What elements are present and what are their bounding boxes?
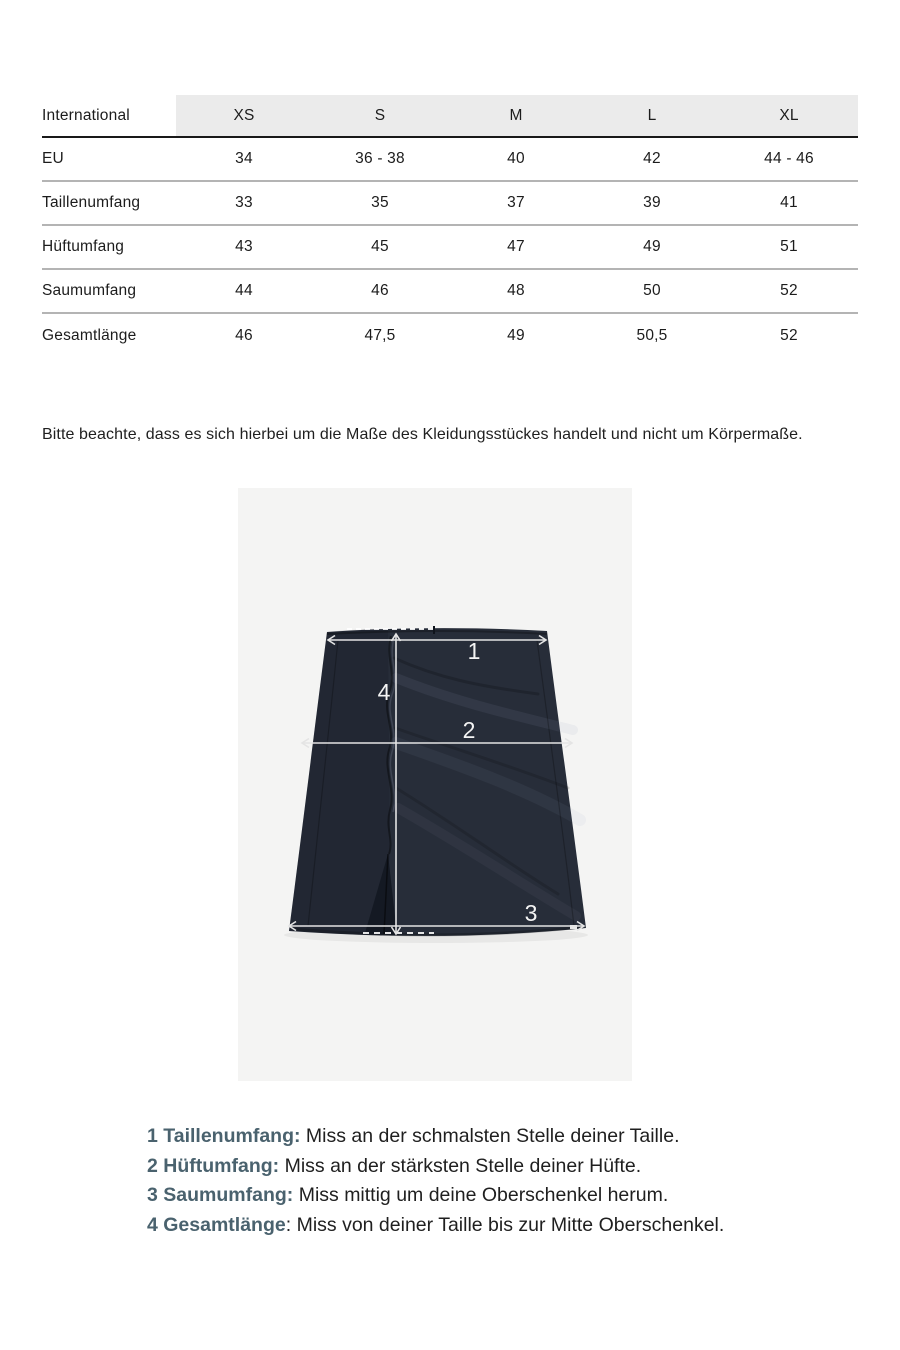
size-value: 44 - 46 bbox=[764, 150, 814, 167]
size-value: 50,5 bbox=[636, 326, 668, 344]
length-measure-label: 4 bbox=[378, 679, 391, 705]
size-value: 44 bbox=[235, 282, 253, 299]
table-header-row: International XS S M L XL bbox=[42, 95, 858, 137]
hem-measure-label: 3 bbox=[525, 900, 538, 926]
legend-description: Miss an der stärksten Stelle deiner Hüft… bbox=[279, 1154, 642, 1177]
size-value: 47,5 bbox=[364, 326, 396, 344]
column-header-size-m: M bbox=[448, 95, 584, 137]
legend-item-gesamtlaenge: 4 Gesamtlänge: Miss von deiner Taille bi… bbox=[147, 1211, 867, 1241]
legend-description: Miss mittig um deine Oberschenkel herum. bbox=[293, 1184, 669, 1206]
skirt-left-panel bbox=[289, 629, 390, 935]
size-value: 37 bbox=[507, 194, 525, 211]
row-label: EU bbox=[42, 150, 64, 167]
legend-item-hueftumfang: 2 Hüftumfang: Miss an der stärksten Stel… bbox=[147, 1152, 867, 1182]
row-label: Taillenumfang bbox=[42, 194, 141, 211]
brand-tag bbox=[570, 925, 577, 929]
legend-term: 2 Hüftumfang: bbox=[147, 1154, 280, 1177]
row-label: Hüftumfang bbox=[42, 238, 125, 255]
hip-measure-label: 2 bbox=[463, 717, 476, 743]
size-value: 49 bbox=[643, 238, 661, 255]
size-value: 50 bbox=[643, 282, 661, 299]
size-value: 45 bbox=[371, 238, 389, 255]
hip-measure-line bbox=[300, 737, 574, 749]
size-value: 36 - 38 bbox=[355, 150, 405, 167]
table-row-hueftumfang: Hüftumfang 43 45 47 49 51 bbox=[42, 225, 858, 269]
waist-measure-line bbox=[326, 634, 548, 646]
table-row-eu: EU 34 36 - 38 40 42 44 - 46 bbox=[42, 137, 858, 181]
row-label: Gesamtlänge bbox=[42, 326, 137, 344]
size-value: 52 bbox=[780, 326, 798, 344]
column-header-size-l: L bbox=[584, 95, 720, 137]
legend-term: 3 Saumumfang: bbox=[147, 1184, 294, 1206]
table-row-gesamtlaenge: Gesamtlänge 46 47,5 49 50,5 52 bbox=[42, 313, 858, 357]
size-value: 52 bbox=[780, 282, 798, 299]
left-side-seam bbox=[307, 639, 339, 927]
skirt-body bbox=[289, 628, 586, 936]
size-value: 49 bbox=[507, 326, 525, 344]
table-row-taillenumfang: Taillenumfang 33 35 37 39 41 bbox=[42, 181, 858, 225]
legend-term: 1 Taillenumfang: bbox=[147, 1125, 301, 1147]
waistband-shadow bbox=[326, 630, 548, 635]
size-value: 48 bbox=[507, 282, 525, 299]
size-chart-table: International XS S M L XL EU 34 36 - 38 … bbox=[42, 95, 858, 357]
size-value: 43 bbox=[235, 238, 253, 255]
measurement-note: Bitte beachte, dass es sich hierbei um d… bbox=[42, 426, 803, 443]
legend-description: Miss an der schmalsten Stelle deiner Tai… bbox=[300, 1125, 680, 1147]
column-header-international: International bbox=[42, 106, 130, 124]
row-label: Saumumfang bbox=[42, 282, 137, 299]
size-value: 40 bbox=[507, 150, 525, 167]
legend-item-taillenumfang: 1 Taillenumfang: Miss an der schmalsten … bbox=[147, 1122, 867, 1152]
column-header-size-xl: XL bbox=[720, 95, 858, 137]
size-value: 42 bbox=[643, 150, 661, 167]
legend-term: 4 Gesamtlänge bbox=[147, 1213, 286, 1236]
fabric-folds bbox=[390, 656, 586, 921]
skirt-diagram: 1 4 2 3 bbox=[238, 488, 632, 1081]
skirt-measurement-graphic: 1 4 2 3 bbox=[284, 626, 588, 943]
measurement-legend: 1 Taillenumfang: Miss an der schmalsten … bbox=[147, 1122, 867, 1240]
size-value: 41 bbox=[780, 194, 798, 211]
hem-measure-line bbox=[287, 920, 586, 932]
legend-description: : Miss von deiner Taille bis zur Mitte O… bbox=[285, 1213, 725, 1236]
front-slit bbox=[365, 854, 397, 935]
size-value: 46 bbox=[371, 282, 389, 299]
size-value: 51 bbox=[780, 238, 798, 255]
waist-measure-label: 1 bbox=[468, 638, 481, 664]
length-measure-line bbox=[390, 632, 402, 936]
size-value: 34 bbox=[235, 150, 253, 167]
column-header-size-s: S bbox=[312, 95, 448, 137]
column-header-size-xs: XS bbox=[176, 95, 312, 137]
size-value: 33 bbox=[235, 194, 253, 211]
size-value: 35 bbox=[371, 194, 389, 211]
right-side-seam bbox=[536, 639, 575, 927]
size-value: 47 bbox=[507, 238, 525, 255]
size-value: 46 bbox=[235, 326, 253, 344]
gathered-seam bbox=[385, 635, 393, 855]
table-row-saumumfang: Saumumfang 44 46 48 50 52 bbox=[42, 269, 858, 313]
hem-shadow bbox=[292, 925, 584, 937]
slit-edge bbox=[383, 853, 389, 935]
legend-item-saumumfang: 3 Saumumfang: Miss mittig um deine Obers… bbox=[147, 1181, 867, 1211]
gathered-seam-highlight bbox=[389, 637, 396, 813]
size-value: 39 bbox=[643, 194, 661, 211]
